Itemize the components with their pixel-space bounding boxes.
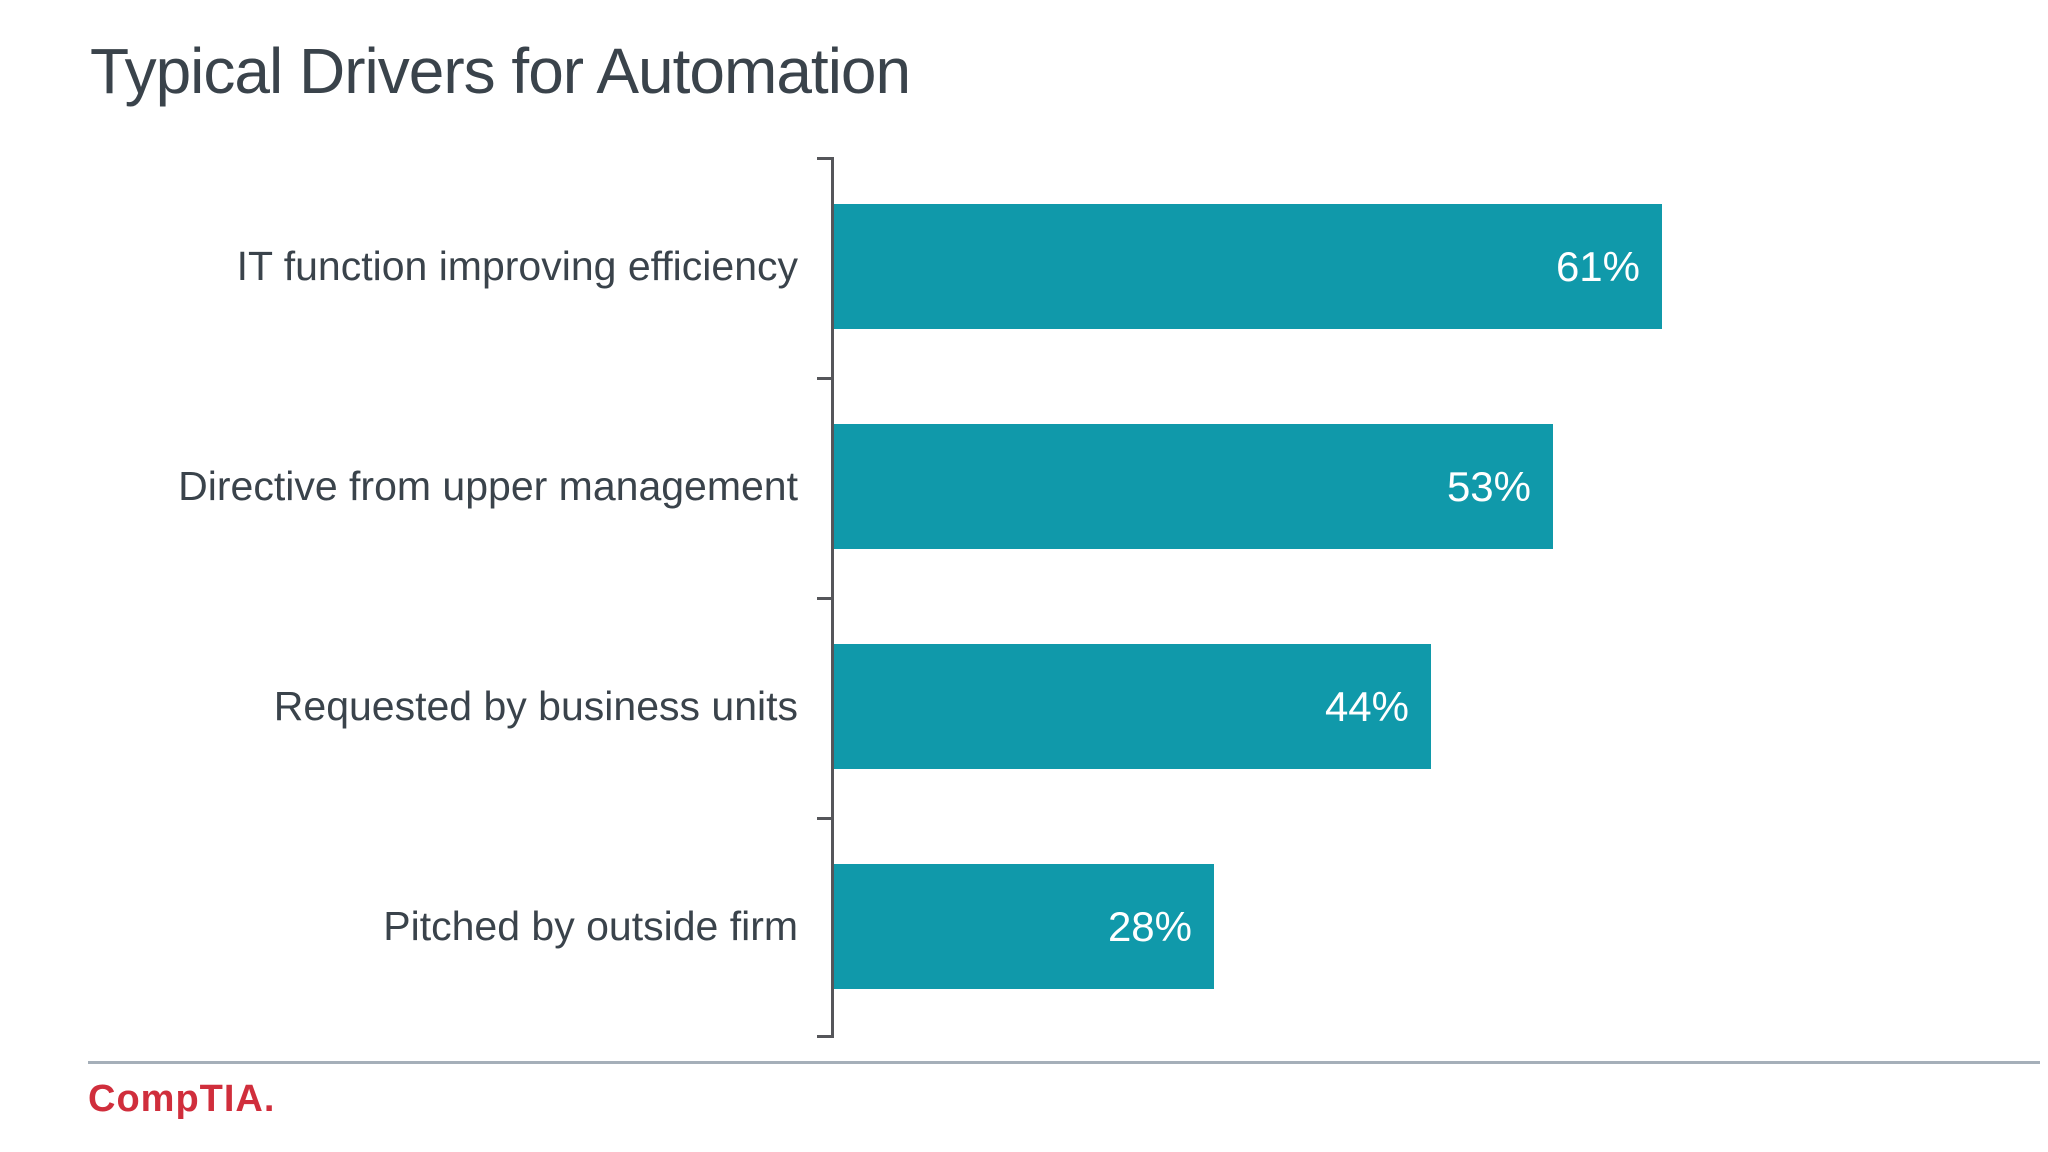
bar: 44% xyxy=(834,644,1431,769)
chart-row: IT function improving efficiency 61% xyxy=(0,204,2048,329)
category-label: Directive from upper management xyxy=(178,463,798,509)
bar-value-label: 44% xyxy=(1324,682,1409,730)
axis-tick xyxy=(817,157,832,160)
axis-tick xyxy=(817,817,832,820)
bar: 28% xyxy=(834,864,1214,989)
bar-value-label: 61% xyxy=(1555,242,1640,290)
axis-tick xyxy=(817,377,832,380)
category-label: Requested by business units xyxy=(273,683,798,729)
axis-tick xyxy=(817,1035,832,1038)
bar-value-label: 53% xyxy=(1446,462,1531,510)
bar-value-label: 28% xyxy=(1107,902,1192,950)
footer-divider xyxy=(88,1061,2040,1064)
y-axis-line xyxy=(831,157,834,1038)
chart-row: Pitched by outside firm 28% xyxy=(0,864,2048,989)
chart-title: Typical Drivers for Automation xyxy=(90,35,911,107)
chart-row: Directive from upper management 53% xyxy=(0,424,2048,549)
bar: 53% xyxy=(834,424,1553,549)
category-label: IT function improving efficiency xyxy=(236,243,798,289)
bar: 61% xyxy=(834,204,1662,329)
chart-row: Requested by business units 44% xyxy=(0,644,2048,769)
axis-tick xyxy=(817,597,832,600)
comptia-logo: CompTIA. xyxy=(88,1078,276,1120)
category-label: Pitched by outside firm xyxy=(383,903,798,949)
